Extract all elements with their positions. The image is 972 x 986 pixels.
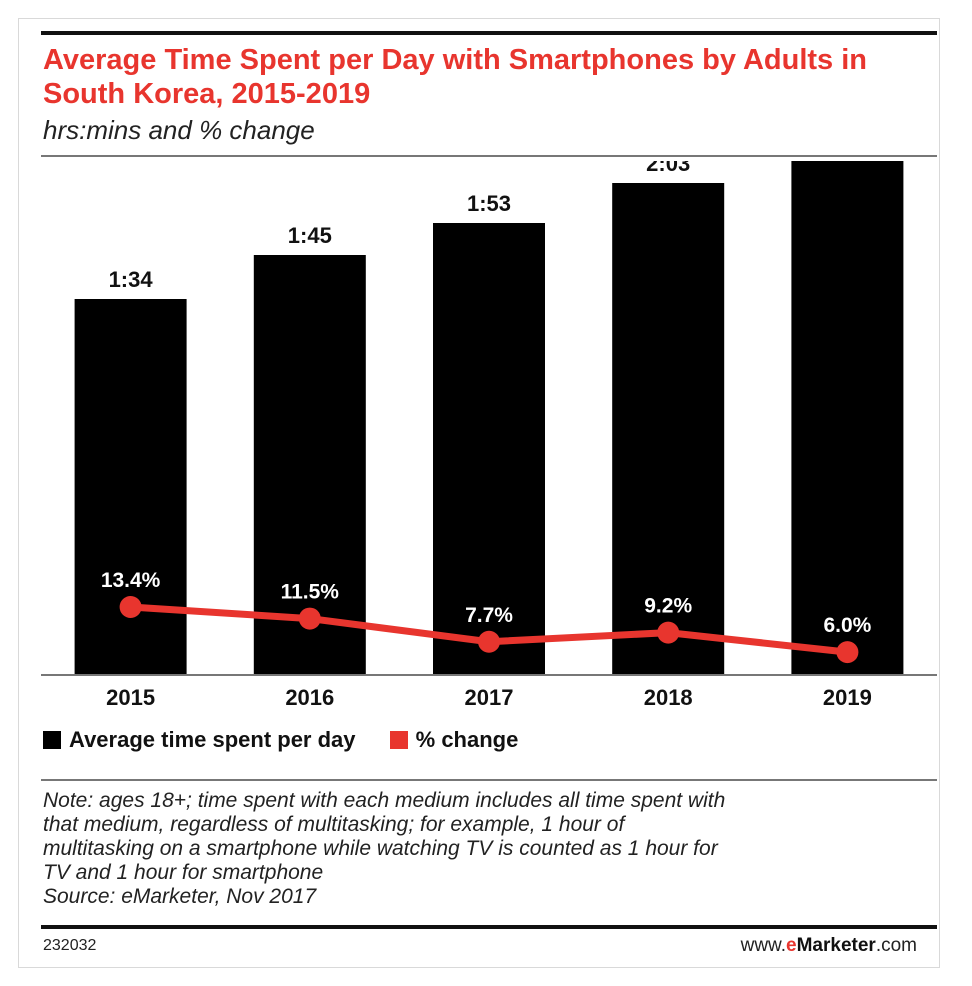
x-tick-label: 2018: [644, 685, 693, 710]
legend: Average time spent per day % change: [43, 727, 546, 755]
bar: [253, 255, 366, 675]
x-tick-label: 2015: [106, 685, 155, 710]
footer-rule: [41, 925, 937, 929]
bar-value-label: 1:53: [467, 191, 511, 216]
chart-card: Average Time Spent per Day with Smartpho…: [18, 18, 940, 968]
chart-id: 232032: [43, 937, 97, 954]
chart-plot: 1:3420151:4520161:5320172:0320182:112019…: [41, 161, 937, 710]
bar: [612, 183, 725, 675]
line-value-label: 7.7%: [465, 604, 513, 627]
header-divider: [41, 155, 937, 157]
line-point: [478, 630, 500, 653]
x-tick-label: 2019: [823, 685, 872, 710]
legend-item-line: % change: [389, 727, 519, 753]
line-value-label: 9.2%: [644, 595, 692, 618]
note-line: that medium, regardless of multitasking;…: [43, 813, 625, 836]
note-line: multitasking on a smartphone while watch…: [43, 837, 718, 860]
brand-e: e: [786, 935, 797, 956]
line-point: [657, 621, 680, 644]
bar: [433, 223, 545, 675]
bar: [791, 161, 904, 675]
chart-subtitle: hrs:mins and % change: [43, 115, 315, 145]
brand-prefix: www.: [740, 935, 787, 956]
brand-suffix: .com: [875, 935, 917, 956]
bar-value-label: 1:34: [109, 267, 154, 292]
legend-swatch-line: [389, 731, 408, 749]
legend-swatch-bars: [43, 731, 61, 749]
note-line: TV and 1 hour for smartphone: [43, 861, 324, 884]
bar-value-label: 1:45: [288, 223, 332, 248]
chart-title: Average Time Spent per Day with Smartpho…: [43, 44, 867, 110]
source-line: Source: eMarketer, Nov 2017: [43, 885, 317, 908]
legend-label-line: % change: [415, 727, 519, 752]
bar: [74, 299, 187, 675]
line-point: [119, 596, 142, 618]
x-tick-label: 2016: [285, 685, 334, 710]
chart-note: Note: ages 18+; time spent with each med…: [43, 789, 933, 909]
line-point: [298, 607, 321, 630]
note-line: Note: ages 18+; time spent with each med…: [43, 789, 726, 812]
legend-label-bars: Average time spent per day: [69, 727, 356, 752]
legend-item-bars: Average time spent per day: [43, 727, 356, 753]
notes-divider: [41, 779, 937, 781]
bar-value-label: 2:03: [646, 161, 690, 176]
top-rule: [41, 31, 937, 35]
line-value-label: 11.5%: [281, 581, 340, 604]
line-point: [836, 641, 859, 664]
brand-logo: www.eMarketer.com: [741, 935, 917, 957]
line-value-label: 13.4%: [101, 569, 161, 592]
x-tick-label: 2017: [465, 685, 514, 710]
line-value-label: 6.0%: [823, 614, 871, 637]
brand-marketer: Marketer: [796, 935, 876, 956]
